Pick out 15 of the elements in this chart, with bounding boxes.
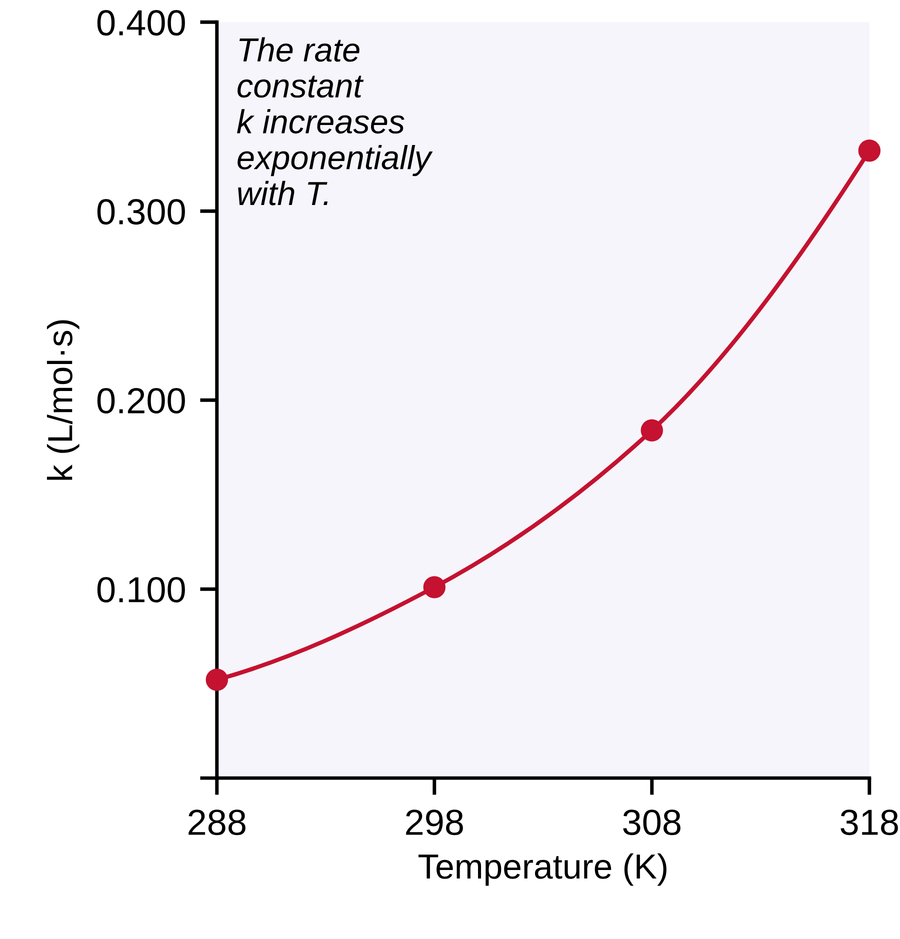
x-axis-title: Temperature (K) (418, 853, 666, 886)
point (858, 140, 881, 162)
annotation: The rate constant k increases exponentially with T. (237, 37, 433, 206)
point (206, 668, 228, 691)
x-tick-label: 288 (188, 810, 246, 836)
y-tick-label: 0.300 (97, 199, 185, 225)
y-tick-label: 0.400 (97, 10, 185, 36)
point (423, 576, 446, 598)
x-tick-label: 318 (840, 810, 898, 836)
point (640, 419, 664, 442)
y-tick-label: 0.100 (97, 576, 185, 603)
y-tick-label: 0.200 (97, 388, 185, 414)
y-axis-title: k (L/mol·s) (46, 320, 80, 480)
x-tick-label: 298 (406, 810, 463, 836)
x-tick-label: 308 (623, 810, 680, 836)
